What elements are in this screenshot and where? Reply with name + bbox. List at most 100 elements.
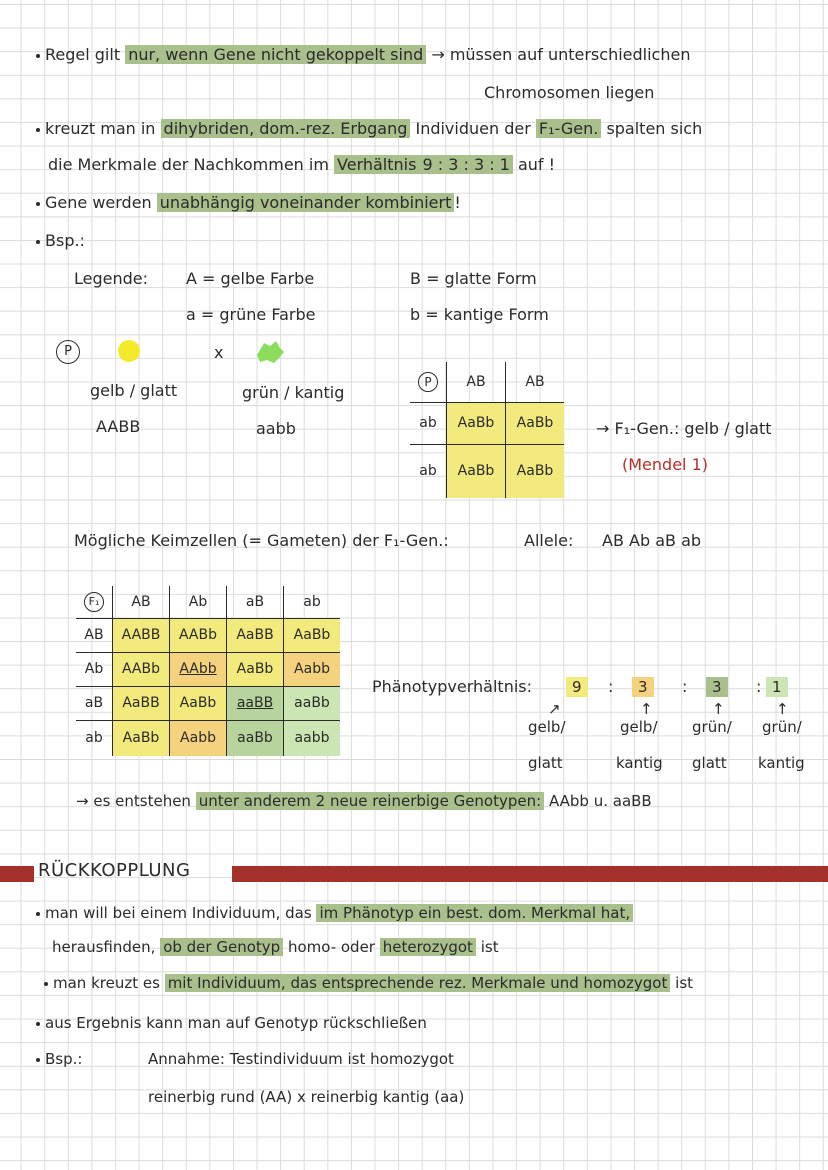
table-corner: P <box>410 362 447 403</box>
table-cell: AaBb <box>226 651 284 687</box>
row-header: ab <box>410 401 447 445</box>
ratio-value-green: 3 <box>706 677 728 697</box>
f1-punnett-table: F₁ AB Ab aB ab AB AABB AABb AaBB AaBb Ab… <box>76 586 340 756</box>
text: Individuen der <box>415 119 531 138</box>
heading-bar-right <box>232 866 828 882</box>
column-header: aB <box>226 586 284 619</box>
f1-circle-label: F₁ <box>84 591 104 612</box>
table-cell: AaBb <box>169 685 227 721</box>
column-header: AB <box>446 362 506 403</box>
phenotype-4b: kantig <box>758 754 805 772</box>
legend-B: B = glatte Form <box>410 269 537 288</box>
text: Gene werden <box>45 193 152 212</box>
yellow-pea-icon <box>118 340 140 362</box>
row-header: AB <box>76 617 113 653</box>
p-punnett-table: P AB AB ab AaBb AaBb ab AaBb AaBb <box>410 362 564 498</box>
r-line-5: Bsp.: <box>36 1048 82 1070</box>
column-header: ab <box>283 586 340 619</box>
line-3: kreuzt man in dihybriden, dom.-rez. Erbg… <box>36 118 702 140</box>
text: auf ! <box>517 155 556 174</box>
table-cell: Aabb <box>169 719 227 756</box>
text: Bsp.: <box>45 231 85 250</box>
legend-b: b = kantige Form <box>410 305 549 324</box>
text: AAbb u. aaBB <box>548 792 652 810</box>
r-line-5-text: Annahme: Testindividuum ist homozygot <box>148 1050 454 1068</box>
phenotype-3: grün/ <box>692 718 732 736</box>
bullet-icon <box>36 201 40 206</box>
bullet-icon <box>36 1057 40 1062</box>
arrow-icon: ↑ <box>640 700 653 718</box>
table-cell: AaBb <box>505 401 564 445</box>
r-line-2: herausfinden, ob der Genotyp homo- oder … <box>52 936 499 958</box>
table-cell: aaBB <box>226 685 284 721</box>
bullet-icon <box>36 127 40 132</box>
row-header: Ab <box>76 651 113 687</box>
highlight-text: ob der Genotyp <box>160 938 284 956</box>
phenotype-2b: kantig <box>616 754 663 772</box>
table-cell: AaBB <box>112 685 170 721</box>
heading-bar-left <box>0 866 34 882</box>
row-header: ab <box>410 443 447 498</box>
text: → es entstehen <box>76 792 191 810</box>
legend-A: A = gelbe Farbe <box>186 269 315 288</box>
line-1: Regel gilt nur, wenn Gene nicht gekoppel… <box>36 44 690 66</box>
p-circle-label: P <box>56 340 80 364</box>
legend-a: a = grüne Farbe <box>186 305 316 324</box>
phenotype-4: grün/ <box>762 718 802 736</box>
text: man will bei einem Individuum, das <box>45 904 312 922</box>
allele-values: AB Ab aB ab <box>602 531 702 550</box>
row-header: ab <box>76 719 113 756</box>
ratio-separator: : <box>756 677 762 696</box>
line-2: Chromosomen liegen <box>484 83 655 102</box>
bullet-icon <box>36 1021 40 1026</box>
highlight-text: F₁-Gen. <box>535 119 602 138</box>
ratio-separator: : <box>682 677 688 696</box>
arrow-icon: ↑ <box>712 700 725 718</box>
p1-genotype: AABB <box>96 417 141 436</box>
green-pea-icon <box>257 341 284 363</box>
highlight-text: Verhältnis <box>334 155 420 174</box>
cross-symbol: x <box>214 343 224 362</box>
text: die Merkmale der Nachkommen im <box>48 155 329 174</box>
table-cell: AABB <box>112 617 170 653</box>
table-cell: aaBb <box>226 719 284 756</box>
ratio-value-yellow: 9 <box>566 677 588 697</box>
text: spalten sich <box>606 119 703 138</box>
table-cell: AABb <box>112 651 170 687</box>
table-cell: aabb <box>283 719 340 756</box>
text: homo- oder <box>287 938 375 956</box>
row-header: aB <box>76 685 113 721</box>
section-heading: RÜCKKOPPLUNG <box>38 860 191 881</box>
line-5: Gene werden unabhängig voneinander kombi… <box>36 192 461 214</box>
arrow-icon: ↑ <box>776 700 789 718</box>
table-cell: AAbb <box>169 651 227 687</box>
bullet-icon <box>36 239 40 244</box>
allele-label: Allele: <box>524 531 574 550</box>
highlight-text: mit Individuum, das entsprechende rez. M… <box>164 974 671 992</box>
text: → müssen auf unterschiedlichen <box>431 45 691 64</box>
legend-label: Legende: <box>74 269 149 288</box>
highlight-text: unabhängig voneinander kombiniert <box>156 193 455 212</box>
p2-phenotype: grün / kantig <box>242 383 345 402</box>
r-line-3: man kreuzt es mit Individuum, das entspr… <box>44 972 693 994</box>
table-cell: AaBb <box>505 443 564 498</box>
line-4: die Merkmale der Nachkommen im Verhältni… <box>48 154 555 176</box>
text: kreuzt man in <box>45 119 156 138</box>
phenotype-ratio-label: Phänotypverhältnis: <box>372 677 533 696</box>
table-cell: AaBb <box>112 719 170 756</box>
text: aus Ergebnis kann man auf Genotyp rücksc… <box>45 1014 427 1032</box>
table-corner: F₁ <box>76 586 113 619</box>
new-genotypes-line: → es entstehen unter anderem 2 neue rein… <box>76 790 652 812</box>
table-cell: AaBb <box>446 443 506 498</box>
p-circle-label: P <box>418 371 438 392</box>
text: herausfinden, <box>52 938 156 956</box>
highlight-text: dihybriden, dom.-rez. Erbgang <box>160 119 411 138</box>
bullet-icon <box>36 911 40 916</box>
highlight-text: im Phänotyp ein best. dom. Merkmal hat, <box>316 904 634 922</box>
r-line-6: reinerbig rund (AA) x reinerbig kantig (… <box>148 1088 465 1106</box>
bullet-icon <box>44 981 48 986</box>
gametes-label: Mögliche Keimzellen (= Gameten) der F₁-G… <box>74 531 449 550</box>
ratio-text: 9 : 3 : 3 : 1 <box>419 155 513 174</box>
phenotype-1b: glatt <box>528 754 563 772</box>
p1-phenotype: gelb / glatt <box>90 381 178 400</box>
